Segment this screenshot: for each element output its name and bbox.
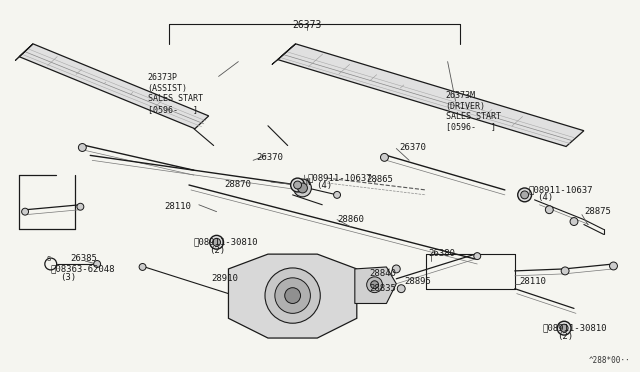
Circle shape bbox=[609, 262, 618, 270]
Circle shape bbox=[371, 281, 378, 289]
Text: (3): (3) bbox=[61, 273, 77, 282]
Text: 26380: 26380 bbox=[428, 249, 455, 258]
Circle shape bbox=[557, 321, 571, 335]
Text: 26385: 26385 bbox=[70, 254, 97, 263]
Circle shape bbox=[291, 178, 305, 192]
Text: 28895: 28895 bbox=[404, 277, 431, 286]
Text: (4): (4) bbox=[538, 193, 554, 202]
Text: ⓝ08911-10637: ⓝ08911-10637 bbox=[529, 185, 593, 194]
Text: ^288*00··: ^288*00·· bbox=[589, 356, 630, 365]
Circle shape bbox=[294, 179, 312, 197]
Circle shape bbox=[474, 253, 481, 260]
Circle shape bbox=[78, 144, 86, 151]
Polygon shape bbox=[272, 44, 296, 65]
Circle shape bbox=[545, 206, 553, 214]
Circle shape bbox=[294, 181, 301, 189]
Circle shape bbox=[570, 218, 578, 225]
Text: Ⓝ08363-62048: Ⓝ08363-62048 bbox=[51, 264, 115, 273]
Circle shape bbox=[139, 263, 146, 270]
Text: 28860: 28860 bbox=[337, 215, 364, 224]
Text: ⓝ08911-10637: ⓝ08911-10637 bbox=[307, 173, 372, 182]
Text: 28110: 28110 bbox=[164, 202, 191, 211]
Circle shape bbox=[265, 268, 320, 323]
Circle shape bbox=[22, 208, 29, 215]
Text: 26370: 26370 bbox=[256, 153, 283, 163]
Text: 26370: 26370 bbox=[399, 142, 426, 151]
Text: (2): (2) bbox=[209, 246, 225, 255]
Text: S: S bbox=[46, 256, 51, 262]
Text: 26373: 26373 bbox=[292, 20, 322, 30]
Circle shape bbox=[518, 188, 532, 202]
Circle shape bbox=[397, 285, 405, 293]
Circle shape bbox=[561, 267, 569, 275]
Circle shape bbox=[93, 260, 100, 267]
Polygon shape bbox=[228, 254, 357, 338]
Circle shape bbox=[298, 183, 307, 193]
Circle shape bbox=[381, 153, 388, 161]
Circle shape bbox=[392, 265, 400, 273]
Polygon shape bbox=[15, 44, 33, 61]
Circle shape bbox=[367, 277, 383, 293]
Circle shape bbox=[285, 288, 301, 304]
Text: 28840: 28840 bbox=[370, 269, 397, 278]
Polygon shape bbox=[19, 44, 209, 129]
Text: 26373M
(DRIVER)
SALES START
[0596-   ]: 26373M (DRIVER) SALES START [0596- ] bbox=[445, 91, 500, 131]
Text: 28875: 28875 bbox=[584, 207, 611, 216]
Circle shape bbox=[77, 203, 84, 210]
Circle shape bbox=[210, 235, 223, 249]
Circle shape bbox=[521, 191, 529, 199]
Text: ⓝ08911-30810: ⓝ08911-30810 bbox=[194, 237, 259, 246]
Circle shape bbox=[333, 192, 340, 198]
Text: N: N bbox=[305, 178, 310, 187]
Text: 28910: 28910 bbox=[212, 274, 239, 283]
Text: ⓝ08911-30810: ⓝ08911-30810 bbox=[543, 323, 607, 332]
Text: 28865: 28865 bbox=[367, 175, 394, 184]
Circle shape bbox=[275, 278, 310, 313]
Text: 28110: 28110 bbox=[520, 277, 547, 286]
Text: 28835: 28835 bbox=[370, 284, 397, 293]
Text: (4): (4) bbox=[316, 181, 332, 190]
Text: 26373P
(ASSIST)
SALES START
[0596-   ]: 26373P (ASSIST) SALES START [0596- ] bbox=[147, 73, 202, 114]
Text: (2): (2) bbox=[557, 332, 573, 341]
Polygon shape bbox=[355, 267, 396, 304]
Polygon shape bbox=[278, 44, 584, 147]
Circle shape bbox=[212, 238, 221, 246]
Text: 28870: 28870 bbox=[225, 180, 252, 189]
Circle shape bbox=[560, 324, 568, 332]
